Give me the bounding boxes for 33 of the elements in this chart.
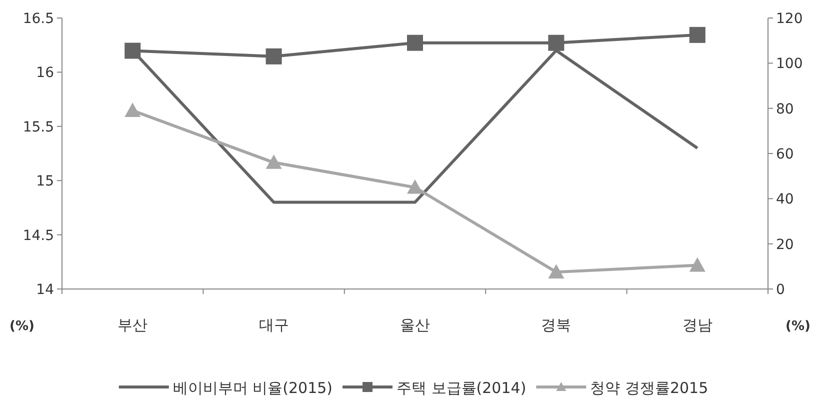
y2-axis-title: (%)	[786, 319, 810, 334]
point	[124, 42, 141, 59]
x-tick-label: 대구	[258, 316, 289, 334]
point	[407, 179, 423, 194]
y-tick-label: 16	[36, 65, 54, 82]
point	[548, 264, 564, 278]
point	[407, 34, 423, 51]
y-tick-label: 14	[36, 282, 54, 298]
legend-label: 주택 보급률(2014)	[396, 379, 526, 397]
point	[548, 34, 564, 51]
point	[689, 26, 706, 43]
y2-tick-label: 40	[776, 192, 794, 208]
x-tick-label: 울산	[400, 316, 430, 334]
y2-tick-label: 60	[776, 146, 794, 162]
x-tick-label: 경북	[541, 316, 572, 334]
x-tick-label: 부산	[118, 316, 148, 334]
point	[266, 154, 282, 169]
point	[689, 257, 706, 272]
y2-tick-label: 120	[776, 11, 803, 27]
y2-tick-label: 100	[776, 56, 803, 72]
y-tick-label: 15.5	[22, 119, 54, 136]
x-tick-label: 경남	[682, 316, 712, 334]
y2-tick-label: 0	[776, 282, 785, 298]
y-tick-label: 14.5	[22, 228, 54, 244]
y-tick-label: 16.5	[22, 11, 54, 27]
y-axis-title: (%)	[10, 319, 34, 334]
y-tick-label: 15	[36, 174, 54, 190]
y2-tick-label: 80	[776, 101, 794, 118]
y2-tick-label: 20	[776, 236, 794, 253]
legend-label: 베이비부머 비율(2015)	[172, 379, 333, 397]
point	[124, 102, 141, 117]
legend-label: 청약 경쟁률2015	[590, 379, 708, 397]
point	[266, 48, 282, 64]
